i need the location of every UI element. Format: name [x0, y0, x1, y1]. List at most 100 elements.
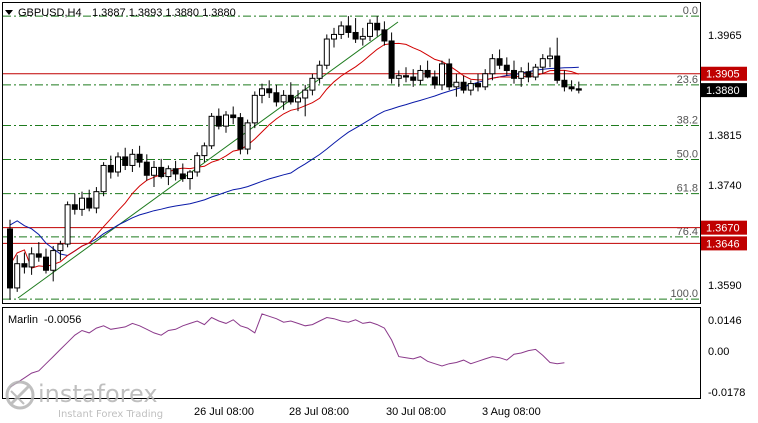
price-tag-label: 1.3880	[706, 85, 740, 97]
time-axis: 26 Jul 08:00 28 Jul 08:00 30 Jul 08:00 3…	[194, 406, 541, 418]
candle	[439, 60, 445, 91]
candle-body	[323, 38, 330, 66]
candle-body	[352, 31, 359, 40]
candle-body	[158, 166, 165, 178]
candle-body	[316, 64, 323, 79]
price-tag: 1.3646	[701, 236, 747, 251]
candle	[172, 160, 179, 181]
price-tag: 1.3880	[701, 83, 747, 98]
candle-body	[417, 69, 424, 81]
candle-body	[107, 164, 114, 173]
candle-body	[251, 94, 258, 124]
candle-body	[100, 164, 107, 193]
candle	[21, 252, 28, 274]
candle-body	[554, 55, 561, 81]
candle	[266, 80, 273, 98]
candle	[295, 90, 301, 112]
candle	[475, 73, 481, 92]
candle	[64, 201, 71, 248]
trendline	[17, 21, 399, 299]
candle-body	[374, 22, 381, 31]
main-panel	[2, 2, 701, 304]
candle	[446, 58, 453, 91]
candle	[230, 106, 237, 125]
candle-body	[345, 25, 352, 33]
time-tick: 28 Jul 08:00	[289, 406, 349, 418]
candle	[122, 147, 129, 171]
price-tag-label: 1.3670	[706, 223, 740, 235]
price-tick: 1.3740	[708, 180, 742, 192]
candles	[7, 16, 582, 300]
candle-body	[129, 153, 136, 166]
candle	[503, 57, 510, 76]
candle	[489, 54, 496, 81]
indicator-tick: -0.0178	[708, 387, 745, 399]
candle	[136, 145, 143, 168]
candle	[151, 160, 157, 188]
candle-body	[453, 81, 460, 88]
candle-body	[64, 204, 71, 245]
dropdown-triangle-icon[interactable]	[5, 10, 13, 15]
candle	[57, 240, 64, 261]
candle-body	[496, 58, 503, 66]
price-tag: 1.3670	[701, 220, 747, 235]
candle-body	[460, 81, 467, 91]
candle	[179, 163, 186, 182]
candle	[187, 170, 193, 190]
candle	[511, 60, 517, 84]
price-axis: 1.3965 1.3815 1.3740 1.3590	[708, 30, 742, 292]
candle	[71, 193, 78, 215]
candle	[129, 149, 136, 172]
candle	[431, 70, 438, 89]
candle	[323, 34, 330, 70]
fib-level-label: 38.2	[677, 114, 698, 126]
candle-body	[359, 35, 366, 40]
candle	[554, 37, 561, 84]
candle-body	[230, 114, 237, 119]
candle	[302, 84, 309, 117]
candle	[43, 248, 49, 274]
candle	[115, 152, 121, 177]
candle-body	[201, 145, 208, 157]
candle-body	[295, 97, 301, 103]
candle-body	[338, 25, 345, 35]
horizontal-lines	[3, 73, 700, 244]
candle-body	[302, 89, 309, 99]
candle-body	[172, 168, 179, 175]
candle	[165, 165, 172, 186]
candle	[201, 142, 208, 163]
candle-body	[237, 117, 244, 150]
candle-body	[280, 94, 287, 103]
candle	[158, 158, 165, 179]
price-tag-box	[701, 220, 747, 235]
candle	[208, 113, 215, 150]
price-tag-label: 1.3905	[706, 69, 740, 81]
candle	[280, 90, 287, 110]
candle-body	[187, 171, 193, 180]
price-tag: 1.3905	[701, 66, 747, 81]
candle	[194, 152, 201, 177]
indicator-panel	[2, 307, 701, 399]
candle	[14, 255, 21, 292]
candle	[547, 47, 553, 68]
candle	[338, 21, 345, 40]
candle	[374, 16, 381, 37]
instaforex-logo-icon	[5, 380, 35, 410]
candle-body	[79, 197, 85, 210]
candle	[287, 82, 294, 105]
candle	[568, 80, 575, 92]
candle-body	[482, 73, 489, 88]
candle-body	[179, 173, 186, 180]
candle	[575, 81, 582, 94]
price-tick: 1.3590	[708, 280, 742, 292]
watermark-tagline: Instant Forex Trading	[58, 409, 163, 420]
candle	[395, 70, 402, 87]
ohlc-label: 1.3887 1.3893 1.3880 1.3880	[92, 7, 236, 19]
candle	[381, 21, 388, 46]
candle-body	[395, 75, 402, 79]
candle-body	[446, 63, 453, 88]
candle-body	[273, 92, 280, 103]
price-tick: 1.3965	[708, 30, 742, 42]
price-tick: 1.3815	[708, 130, 742, 142]
